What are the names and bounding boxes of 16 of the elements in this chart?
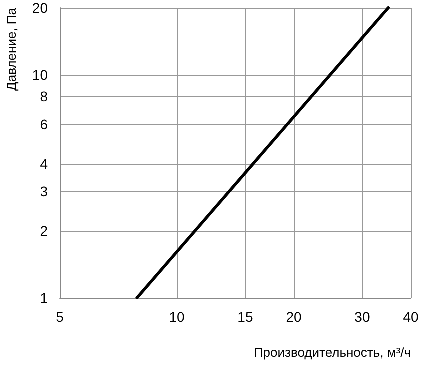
x-tick-label: 15 — [238, 309, 254, 325]
x-tick-label: 30 — [354, 309, 370, 325]
y-tick-label: 2 — [40, 222, 48, 239]
y-axis-title: Давление, Па — [4, 7, 19, 91]
y-tick-label: 10 — [32, 67, 48, 84]
y-tick-label: 3 — [40, 184, 48, 200]
y-tick-label: 8 — [40, 88, 48, 105]
x-tick-label: 5 — [56, 309, 64, 325]
y-tick-label: 4 — [40, 156, 48, 172]
x-tick-label: 20 — [286, 309, 302, 325]
x-tick-label: 40 — [403, 309, 419, 325]
y-tick-label: 6 — [40, 116, 48, 133]
x-tick-label: 10 — [169, 309, 185, 325]
x-axis-title: Производительность, м³/ч — [254, 345, 411, 360]
y-tick-label: 20 — [32, 0, 48, 16]
y-tick-label: 1 — [40, 290, 48, 306]
